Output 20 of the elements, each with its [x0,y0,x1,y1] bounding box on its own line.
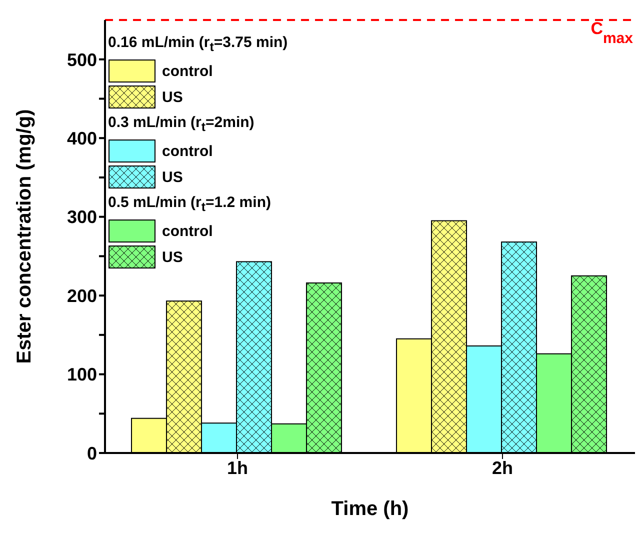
x-tick-label: 1h [226,458,248,478]
legend-label: control [162,62,213,80]
y-tick-label: 200 [66,286,97,306]
annotation: 0.16 mL/min (r$_{t}$=3.75 min) [108,34,288,54]
legend-label: control [162,222,213,240]
annotation: 0.5 mL/min (r$_{t}$=1.2 min) [108,194,271,214]
legend-label: US [162,248,183,266]
y-tick-label: 100 [66,364,97,385]
y-tick-label: 0 [86,443,97,464]
legend-label: control [162,142,213,160]
x-tick-label: 2h [492,458,514,478]
legend-label: US [162,88,183,106]
y-tick-label: 400 [66,128,97,148]
annotation: 0.3 mL/min (r$_{t}$=2min) [108,114,254,134]
y-tick-label: 500 [66,50,97,70]
legend-label: US [162,168,183,186]
y-tick-label: 300 [66,207,97,228]
x-axis-title: Time (h) [331,498,409,520]
ref-line-label: C$_{max}$ [590,19,634,46]
y-axis-title: Ester concentration (mg/g) [14,109,36,364]
